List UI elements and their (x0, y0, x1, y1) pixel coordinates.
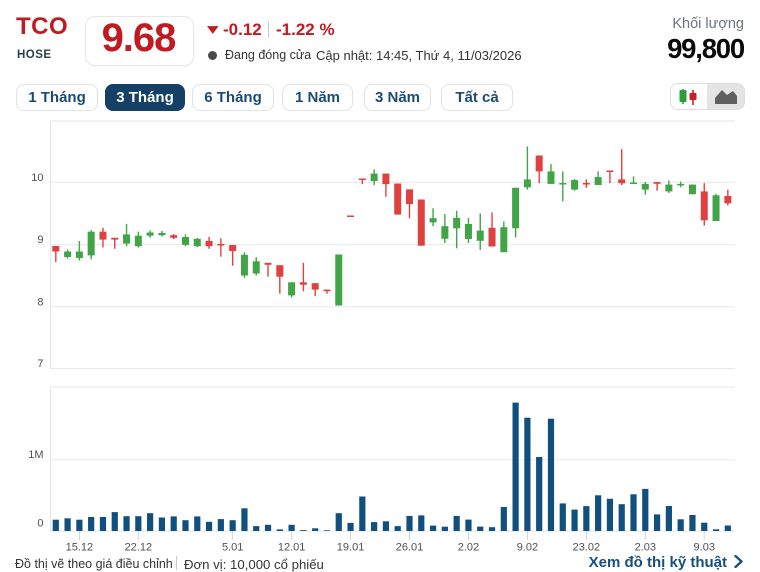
svg-text:9.02: 9.02 (517, 541, 538, 553)
svg-text:26.01: 26.01 (396, 541, 424, 553)
svg-text:9.03: 9.03 (694, 541, 715, 553)
svg-text:0: 0 (37, 518, 43, 530)
svg-text:10: 10 (31, 172, 43, 184)
svg-text:23.02: 23.02 (573, 541, 601, 553)
svg-text:15.12: 15.12 (66, 541, 94, 553)
svg-text:8: 8 (37, 296, 43, 308)
svg-text:5.01: 5.01 (222, 541, 243, 553)
svg-text:1M: 1M (28, 449, 43, 461)
svg-text:12.01: 12.01 (278, 541, 306, 553)
svg-text:7: 7 (37, 358, 43, 370)
svg-text:19.01: 19.01 (337, 541, 365, 553)
svg-text:9: 9 (37, 234, 43, 246)
svg-text:22.12: 22.12 (125, 541, 153, 553)
svg-text:2.03: 2.03 (635, 541, 656, 553)
svg-text:2.02: 2.02 (458, 541, 479, 553)
